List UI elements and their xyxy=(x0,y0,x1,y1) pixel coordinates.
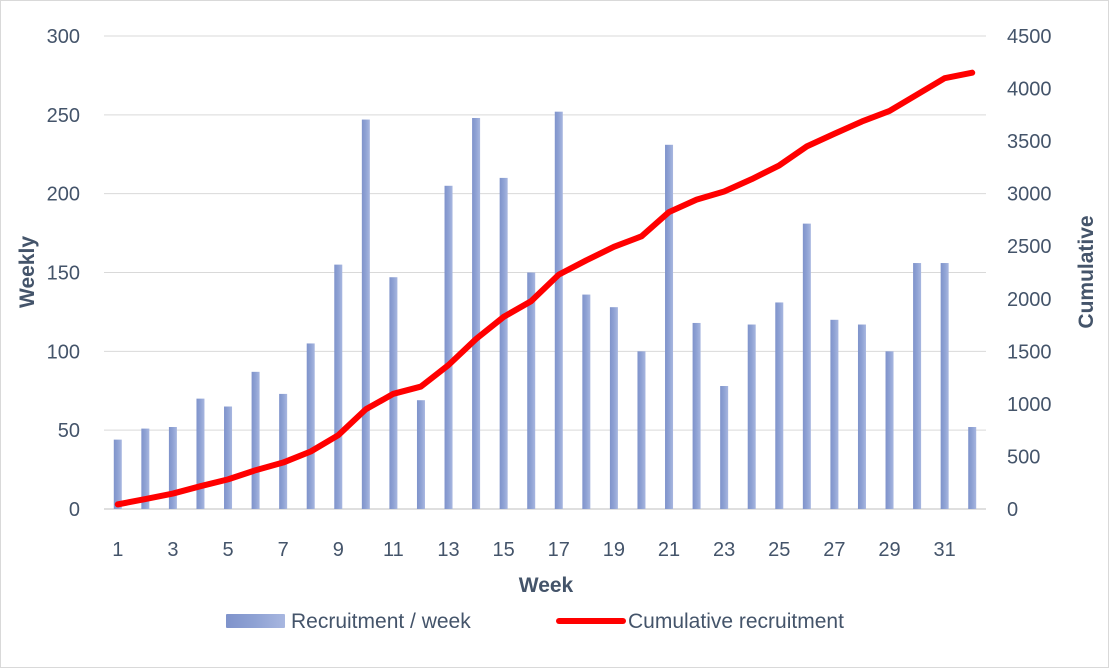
bar xyxy=(361,119,370,510)
bar xyxy=(609,307,618,509)
left-tick-label: 250 xyxy=(47,105,80,127)
x-tick-label: 3 xyxy=(167,539,178,561)
bar xyxy=(637,351,646,509)
bar xyxy=(582,294,591,509)
cumulative-line xyxy=(114,69,976,508)
bar xyxy=(279,393,288,509)
bar xyxy=(499,177,508,509)
bar xyxy=(444,185,453,510)
bar xyxy=(857,324,866,509)
right-axis-ticks: 0 500 1000 1500 2000 2500 3000 3500 4000 4500 xyxy=(1007,26,1052,521)
legend-swatch-bars xyxy=(226,614,285,628)
left-axis-title: Weekly xyxy=(16,236,39,308)
right-tick-label: 3500 xyxy=(1007,131,1052,153)
bar xyxy=(913,263,922,509)
x-tick-label: 29 xyxy=(878,539,900,561)
x-tick-label: 31 xyxy=(934,539,956,561)
bar xyxy=(168,427,177,509)
right-tick-label: 500 xyxy=(1007,446,1040,468)
bar xyxy=(416,400,425,509)
bar xyxy=(334,264,343,509)
x-tick-label: 15 xyxy=(493,539,515,561)
right-tick-label: 0 xyxy=(1007,499,1018,521)
right-tick-label: 3000 xyxy=(1007,184,1052,206)
legend-label-line: Cumulative recruitment xyxy=(628,610,844,633)
right-axis-title: Cumulative xyxy=(1075,215,1098,328)
right-tick-label: 2500 xyxy=(1007,236,1052,258)
bar xyxy=(251,371,260,509)
bar xyxy=(224,406,233,509)
legend: Recruitment / week Cumulative recruitmen… xyxy=(226,610,844,633)
x-tick-label: 17 xyxy=(548,539,570,561)
left-axis-ticks: 0 50 100 150 200 250 300 xyxy=(47,26,80,521)
right-tick-label: 1500 xyxy=(1007,341,1052,363)
gridlines xyxy=(104,35,986,510)
bar xyxy=(802,223,811,509)
x-tick-label: 19 xyxy=(603,539,625,561)
left-tick-label: 200 xyxy=(47,184,80,206)
bar xyxy=(141,428,150,509)
bar xyxy=(968,427,977,509)
left-tick-label: 150 xyxy=(47,263,80,285)
bar xyxy=(692,322,701,509)
left-tick-label: 0 xyxy=(69,499,80,521)
weekly-bars xyxy=(113,111,977,510)
bar xyxy=(554,111,563,510)
right-tick-label: 4000 xyxy=(1007,79,1052,101)
right-tick-label: 4500 xyxy=(1007,26,1052,48)
bar xyxy=(885,351,894,509)
legend-label-bars: Recruitment / week xyxy=(291,610,471,633)
bar xyxy=(665,144,674,510)
x-tick-label: 13 xyxy=(437,539,459,561)
x-axis-ticks: 1 3 5 7 9 11 13 15 17 19 21 23 25 27 29 31 xyxy=(112,539,956,561)
bar xyxy=(775,302,784,509)
x-tick-label: 25 xyxy=(768,539,790,561)
x-tick-label: 27 xyxy=(823,539,845,561)
x-tick-label: 11 xyxy=(383,539,404,561)
x-tick-label: 7 xyxy=(278,539,289,561)
bar xyxy=(720,386,729,509)
bar xyxy=(196,398,205,509)
bar xyxy=(472,117,481,509)
left-tick-label: 50 xyxy=(58,420,80,442)
bar xyxy=(306,343,315,509)
bar xyxy=(747,324,756,509)
x-tick-label: 21 xyxy=(658,539,680,561)
bar xyxy=(940,263,949,509)
left-tick-label: 100 xyxy=(47,341,80,363)
x-tick-label: 23 xyxy=(713,539,735,561)
bar xyxy=(113,439,122,509)
x-tick-label: 5 xyxy=(222,539,233,561)
bar xyxy=(830,319,839,509)
right-tick-label: 2000 xyxy=(1007,289,1052,311)
bar xyxy=(527,272,536,509)
cumulative-series-line xyxy=(114,69,976,508)
right-tick-label: 1000 xyxy=(1007,394,1052,416)
x-tick-label: 1 xyxy=(112,539,123,561)
x-axis-title: Week xyxy=(519,574,574,597)
left-tick-label: 300 xyxy=(47,26,80,48)
x-tick-label: 9 xyxy=(333,539,344,561)
